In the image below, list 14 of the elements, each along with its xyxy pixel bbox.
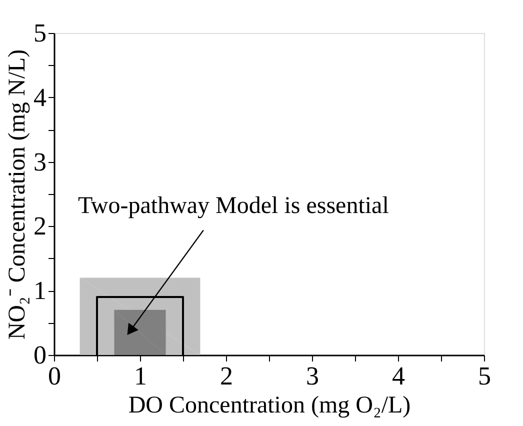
x-axis-title: DO Concentration (mg O₂/L) [128, 392, 411, 418]
y-tick-label: 0 [34, 340, 46, 370]
y-tick-label: 3 [34, 147, 46, 176]
y-tick-label: 2 [34, 212, 46, 241]
x-tick-label: 5 [478, 362, 491, 390]
y-tick-label: 4 [34, 82, 46, 112]
y-axis-title: NO₂⁻ Concentration (mg N/L) [4, 49, 30, 340]
y-tick-label: 1 [34, 276, 46, 306]
x-tick-label: 4 [392, 362, 405, 390]
x-tick-label: 3 [306, 362, 319, 390]
x-tick-label: 1 [134, 362, 147, 390]
y-tick-label: 5 [34, 18, 46, 48]
annotation: Two-pathway Model is essential [78, 193, 390, 220]
x-tick-label: 2 [220, 362, 233, 390]
